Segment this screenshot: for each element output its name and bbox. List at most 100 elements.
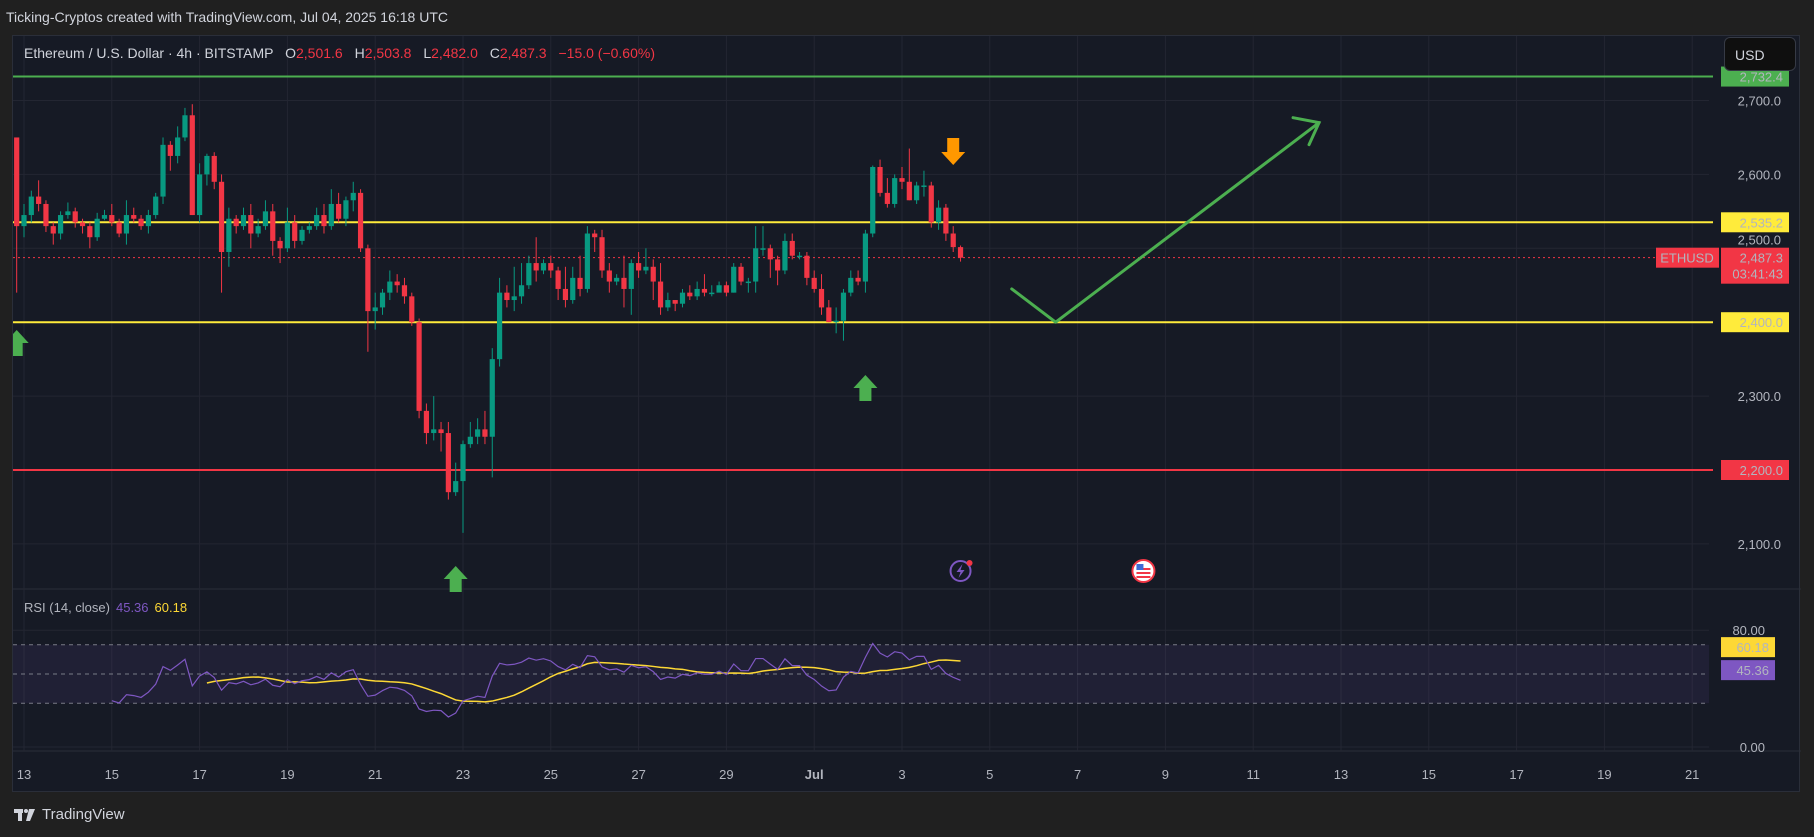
candle-body[interactable] [570,277,576,301]
candle-body[interactable] [877,167,883,193]
candle-body[interactable] [160,144,166,197]
candle-body[interactable] [175,137,181,156]
candle-body[interactable] [306,226,312,230]
candle-body[interactable] [72,211,78,223]
candle-body[interactable] [584,233,590,289]
candle-body[interactable] [738,266,744,282]
candle-body[interactable] [87,226,93,238]
candle-body[interactable] [745,281,751,284]
candle-body[interactable] [409,296,415,323]
candle-body[interactable] [343,200,349,219]
candle-body[interactable] [21,215,27,227]
candle-body[interactable] [767,248,773,260]
candle-body[interactable] [870,167,876,234]
lightning-event-icon[interactable] [949,560,972,582]
candle-body[interactable] [811,277,817,289]
projection-path[interactable] [1010,121,1321,324]
candle-body[interactable] [753,248,759,282]
down-arrow-icon[interactable] [941,138,966,165]
candle-body[interactable] [79,222,86,227]
candle-body[interactable] [928,185,934,223]
symbol-name[interactable]: Ethereum / U.S. Dollar · 4h · BITSTAMP [24,45,274,61]
candle-body[interactable] [687,292,693,297]
candle-body[interactable] [518,285,525,297]
candle-body[interactable] [14,137,20,227]
candle-body[interactable] [862,233,869,282]
main-pane[interactable] [13,36,1709,589]
candle-body[interactable] [782,240,788,271]
candle-body[interactable] [328,203,334,227]
candle-body[interactable] [657,281,664,308]
candle-body[interactable] [65,211,71,216]
candle-body[interactable] [555,270,561,289]
candle-body[interactable] [401,285,408,297]
candle-body[interactable] [438,429,444,434]
candle-body[interactable] [548,263,554,271]
rsi-line[interactable] [111,642,961,718]
candle-body[interactable] [914,185,920,201]
candle-body[interactable] [818,288,825,308]
candle-body[interactable] [109,215,115,223]
candle-body[interactable] [482,429,488,437]
candle-body[interactable] [796,255,803,258]
up-arrow-icon[interactable] [13,330,29,356]
candle-body[interactable] [167,144,173,156]
candle-body[interactable] [453,481,459,493]
candle-body[interactable] [123,215,130,234]
candle-body[interactable] [496,292,503,360]
candle-body[interactable] [131,215,137,219]
candle-body[interactable] [197,174,203,216]
candle-body[interactable] [643,266,649,271]
candle-body[interactable] [723,285,729,293]
candle-body[interactable] [336,203,342,219]
candle-body[interactable] [475,429,481,437]
candle-body[interactable] [423,410,430,434]
candle-body[interactable] [731,266,737,293]
candle-body[interactable] [577,277,583,289]
chart-panel[interactable]: 13 15 17 19 21 23 25 27 29 Jul 3 5 7 9 11 13 15 17 19 21 2,7… [12,35,1801,792]
candle-body[interactable] [606,270,612,282]
candle-body[interactable] [892,178,898,204]
candle-body[interactable] [592,233,598,238]
candle-body[interactable] [621,277,627,289]
candle-body[interactable] [94,218,100,238]
candle-body[interactable] [950,233,956,248]
candle-body[interactable] [255,226,261,234]
candle-body[interactable] [906,181,912,201]
candle-body[interactable] [394,281,400,286]
candle-body[interactable] [467,436,473,445]
candle-body[interactable] [204,155,210,175]
candle-body[interactable] [899,178,905,182]
candle-body[interactable] [599,237,605,271]
candle-body[interactable] [218,181,225,252]
candle-body[interactable] [240,215,247,227]
candle-body[interactable] [226,218,232,252]
candle-body[interactable] [292,222,298,241]
candle-body[interactable] [533,263,539,271]
candle-body[interactable] [628,263,634,289]
candle-body[interactable] [182,115,188,138]
candle-body[interactable] [145,215,151,227]
candle-body[interactable] [116,222,122,234]
candle-body[interactable] [833,320,839,323]
candle-body[interactable] [826,307,832,323]
candle-body[interactable] [789,240,795,256]
candle-body[interactable] [672,300,678,304]
candle-body[interactable] [511,296,517,301]
candle-body[interactable] [855,277,861,282]
candle-body[interactable] [36,196,42,204]
candle-body[interactable] [636,263,642,271]
candle-body[interactable] [460,444,466,482]
candle-body[interactable] [28,196,34,216]
candle-body[interactable] [716,285,722,293]
candle-body[interactable] [526,263,532,286]
candle-body[interactable] [694,288,700,297]
candle-body[interactable] [101,215,108,219]
candle-body[interactable] [43,203,49,227]
candle-body[interactable] [848,277,854,293]
candle-body[interactable] [299,229,305,241]
candle-body[interactable] [957,247,964,258]
candle-body[interactable] [445,433,451,493]
candle-body[interactable] [935,207,942,223]
candle-body[interactable] [372,307,378,312]
